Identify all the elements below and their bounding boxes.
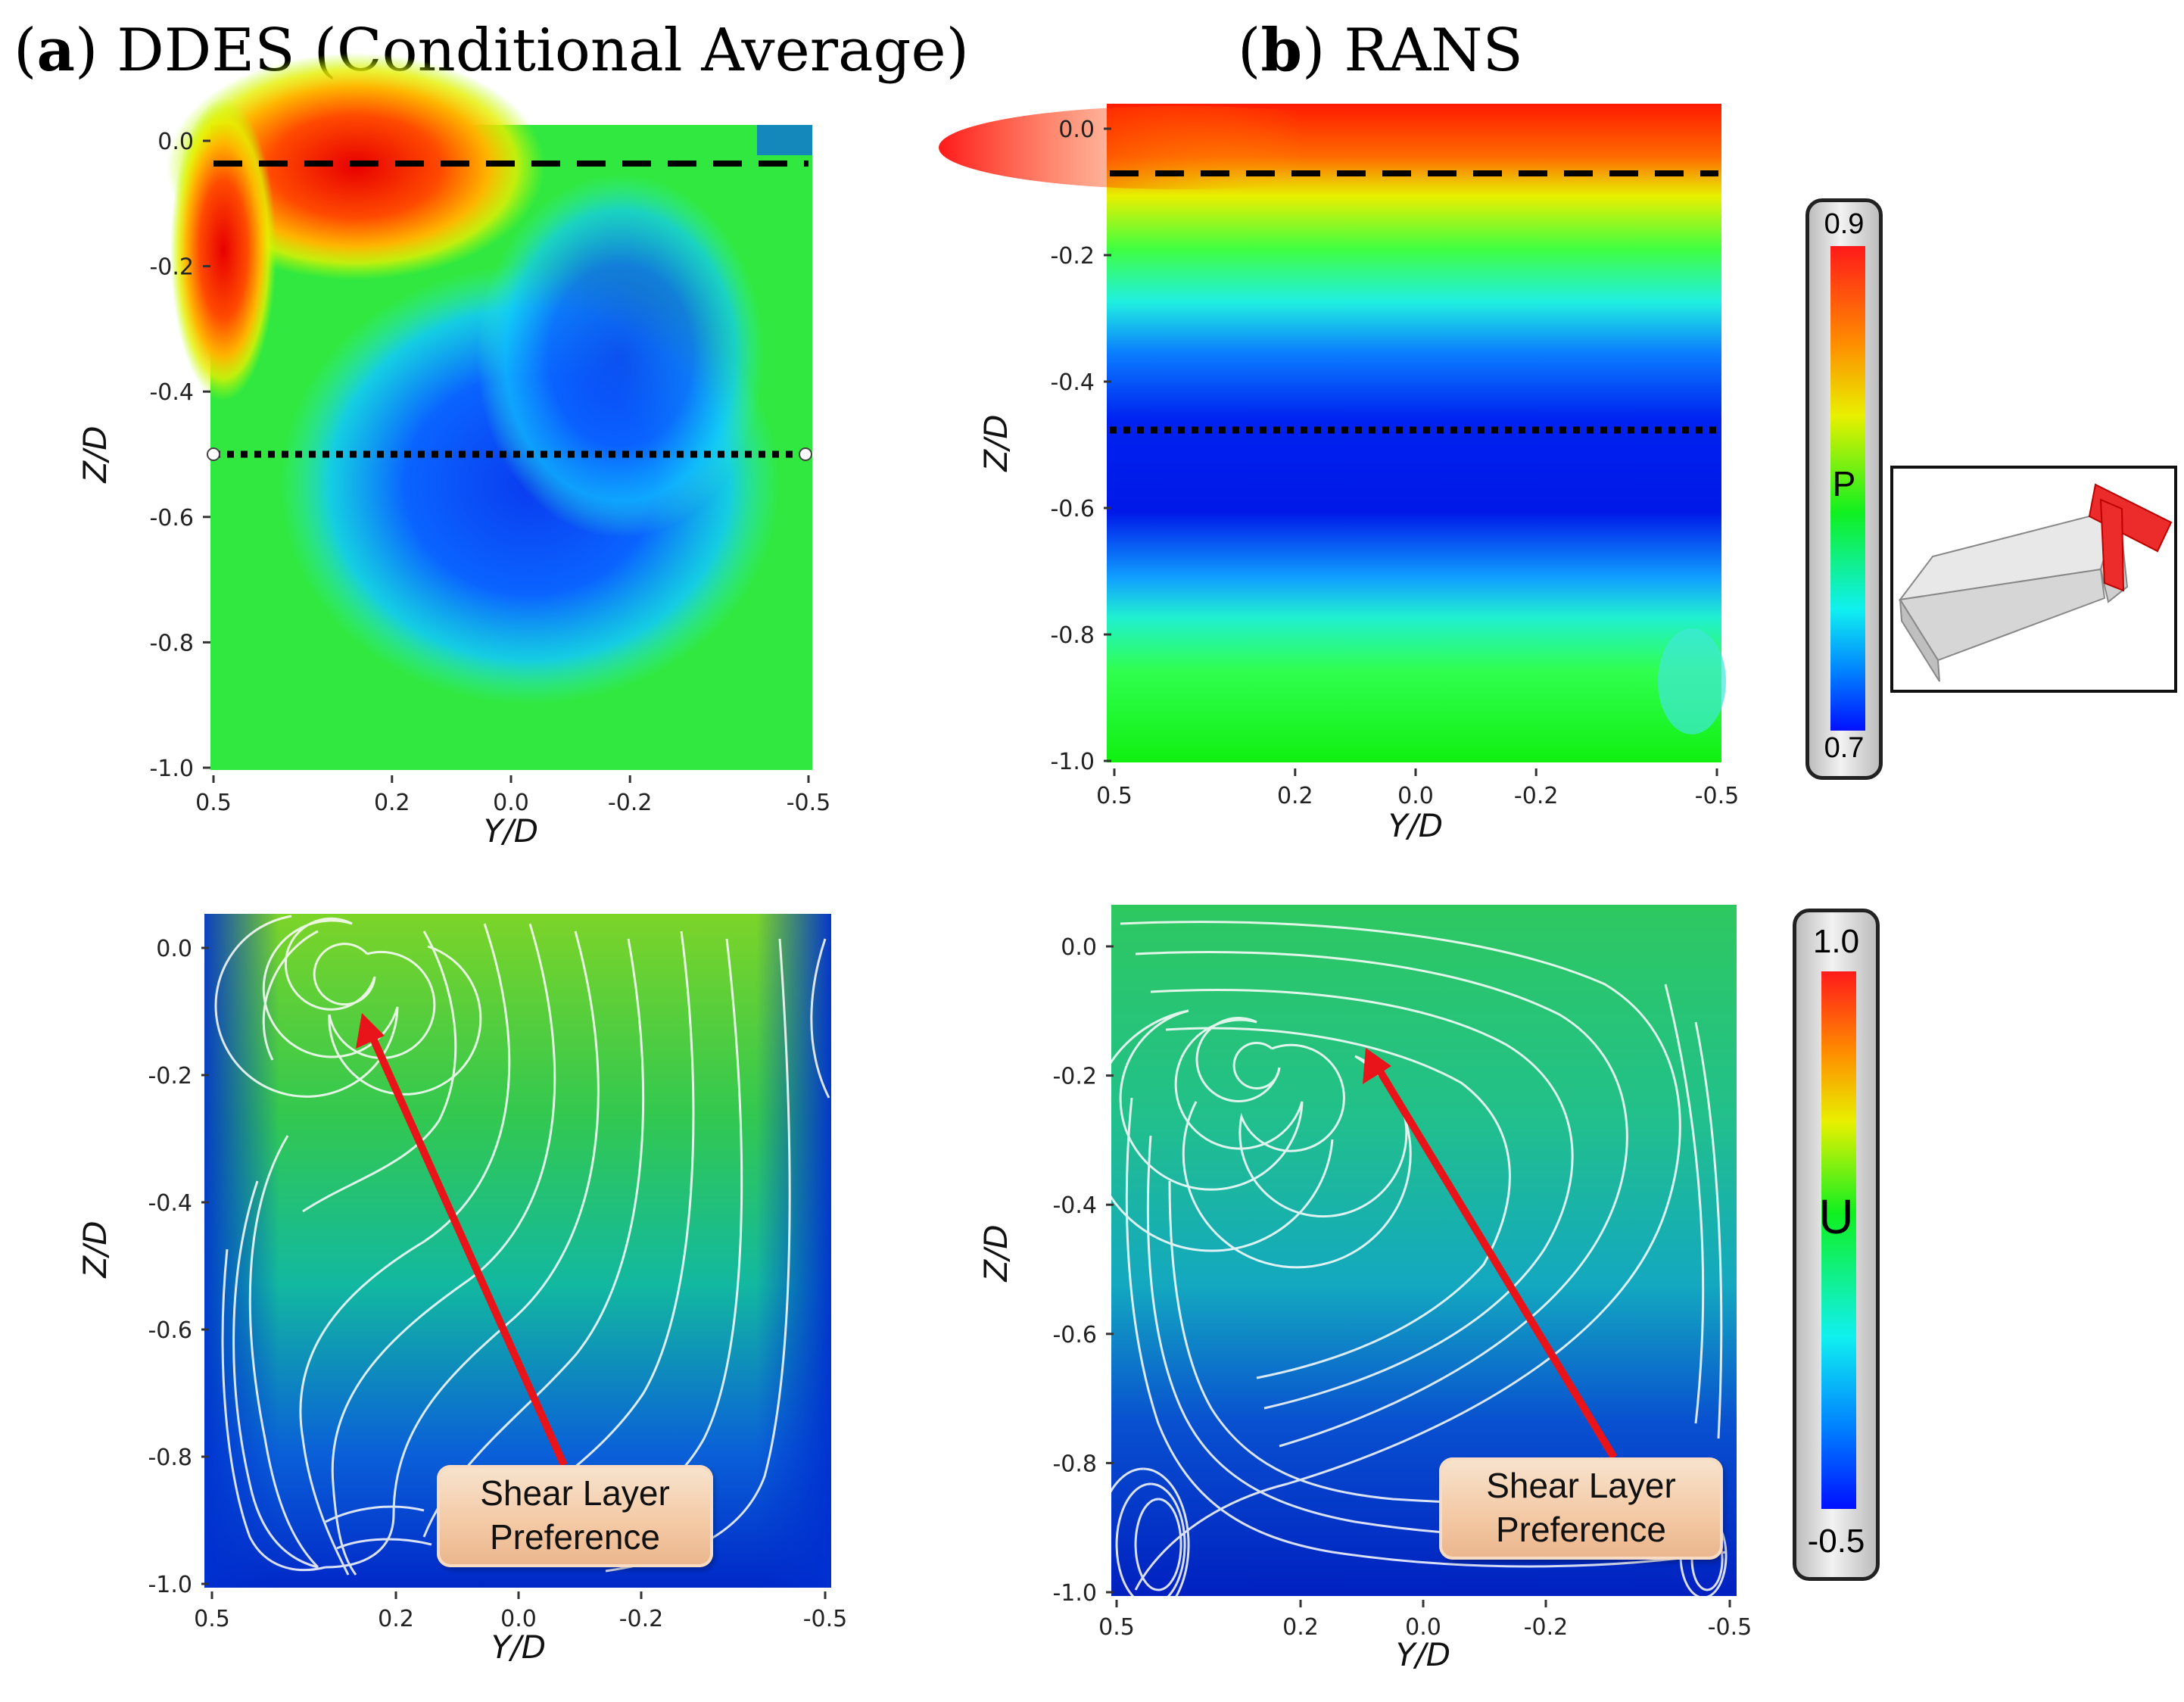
- x-tick-label-a-bottom: 0.0: [500, 1606, 537, 1632]
- y-tick-label-a-bottom: -0.2: [148, 1063, 192, 1089]
- x-tick-label-b-bottom: -0.2: [1524, 1614, 1569, 1641]
- a-bottom-arrow-shaft: [367, 1031, 568, 1467]
- a-top-corner: [757, 125, 812, 155]
- y-tick-label-b-bottom: -0.6: [1052, 1322, 1097, 1348]
- y-tick-label-a-top: 0.0: [157, 129, 194, 155]
- x-tick-label-a-top: 0.2: [374, 790, 410, 816]
- y-tick-label-b-bottom: -0.8: [1052, 1451, 1097, 1477]
- y-tick-label-a-bottom: -1.0: [148, 1572, 192, 1598]
- panel-a-top: [167, 53, 812, 770]
- colorbar-p-max: 0.9: [1824, 208, 1865, 240]
- callout-a-line2: Preference: [489, 1517, 660, 1557]
- colorbar-p-gradient: [1830, 246, 1865, 731]
- a-top-marker-left: [207, 447, 220, 461]
- colorbar-p-min: 0.7: [1824, 732, 1865, 764]
- y-tick-label-b-bottom: -0.4: [1052, 1192, 1097, 1219]
- x-axis-label-a-top: Y/D: [484, 812, 538, 849]
- colorbar-p-symbol: P: [1832, 464, 1856, 503]
- y-axis-label-a-top: Z/D: [76, 426, 114, 483]
- x-tick-label-a-top: -0.5: [787, 790, 831, 816]
- title-a-letter: a: [36, 16, 75, 85]
- colorbar-u-min: -0.5: [1807, 1523, 1865, 1560]
- a-top-marker-right: [799, 447, 812, 461]
- y-tick-label-a-top: -0.2: [149, 254, 194, 281]
- x-tick-label-a-top: 0.5: [195, 790, 232, 816]
- x-tick-label-a-bottom: -0.5: [803, 1606, 848, 1632]
- inset-red-plane-side: [2099, 498, 2125, 592]
- b-top-corner-spot: [1658, 628, 1726, 734]
- title-b: (b) RANS: [1238, 16, 1523, 85]
- y-tick-label-a-top: -0.8: [149, 630, 194, 656]
- x-tick-label-b-top: 0.5: [1096, 783, 1133, 809]
- y-tick-label-b-bottom: -1.0: [1052, 1580, 1097, 1607]
- y-tick-label-b-top: -1.0: [1050, 749, 1095, 775]
- colorbar-u-max: 1.0: [1812, 923, 1860, 960]
- y-tick-label-a-bottom: -0.4: [148, 1190, 192, 1217]
- x-axis-label-a-bottom: Y/D: [491, 1629, 546, 1666]
- geometry-inset: [1890, 466, 2177, 693]
- title-b-letter: b: [1260, 16, 1302, 85]
- x-tick-label-b-top: 0.0: [1397, 783, 1434, 809]
- callout-a-line1: Shear Layer: [480, 1473, 670, 1513]
- x-tick-label-b-bottom: 0.5: [1098, 1614, 1135, 1641]
- callout-b: Shear Layer Preference: [1439, 1457, 1723, 1560]
- inset-duct-end: [1899, 599, 1940, 682]
- inset-red-plane-top: [2088, 483, 2173, 553]
- colorbar-pressure: 0.9 P 0.7: [1805, 198, 1883, 780]
- x-tick-label-a-top: -0.2: [608, 790, 653, 816]
- callout-b-line1: Shear Layer: [1486, 1466, 1676, 1505]
- x-tick-label-a-bottom: 0.5: [194, 1606, 230, 1632]
- x-tick-label-b-bottom: -0.5: [1708, 1614, 1752, 1641]
- y-tick-label-a-bottom: 0.0: [156, 936, 192, 962]
- x-axis-label-b-top: Y/D: [1388, 807, 1443, 844]
- y-tick-label-b-top: 0.0: [1058, 117, 1095, 143]
- x-tick-label-b-top: -0.2: [1514, 783, 1559, 809]
- a-top-blue-upper: [477, 174, 765, 538]
- colorbar-u-gradient: [1821, 971, 1856, 1509]
- x-axis-label-b-bottom: Y/D: [1396, 1636, 1450, 1673]
- x-tick-label-a-bottom: -0.2: [619, 1606, 664, 1632]
- y-tick-label-a-bottom: -0.8: [148, 1445, 192, 1471]
- x-tick-label-b-top: 0.2: [1277, 783, 1313, 809]
- panel-b-top: [939, 104, 1726, 762]
- y-axis-label-a-bottom: Z/D: [76, 1220, 114, 1278]
- y-tick-label-b-top: -0.2: [1050, 243, 1095, 270]
- x-tick-label-b-top: -0.5: [1695, 783, 1740, 809]
- y-tick-label-a-top: -0.6: [149, 505, 194, 531]
- y-tick-label-b-top: -0.8: [1050, 622, 1095, 649]
- b-top-red-band: [939, 106, 1423, 189]
- y-tick-label-b-bottom: -0.2: [1052, 1064, 1097, 1090]
- axes-layer: 0.5 0.2 0.0 -0.2 -0.5 0.0 -0.2 -0.4 -0.6 -0.8 -1.0…: [76, 117, 1752, 1673]
- b-bottom-arrow-shaft: [1374, 1065, 1618, 1460]
- y-tick-label-a-top: -1.0: [149, 756, 194, 782]
- b-bottom-arrow-head: [1363, 1048, 1391, 1084]
- y-axis-label-b-top: Z/D: [977, 414, 1014, 472]
- x-tick-label-b-bottom: 0.2: [1282, 1614, 1319, 1641]
- y-tick-label-a-top: -0.4: [149, 379, 194, 406]
- y-tick-label-b-top: -0.6: [1050, 496, 1095, 522]
- callout-b-line2: Preference: [1495, 1510, 1666, 1549]
- colorbar-velocity: 1.0 U -0.5: [1793, 909, 1880, 1581]
- a-bottom-arrow-head: [356, 1013, 385, 1049]
- title-b-text: RANS: [1325, 17, 1523, 85]
- colorbar-u-symbol: U: [1818, 1189, 1854, 1244]
- y-axis-label-b-bottom: Z/D: [977, 1224, 1014, 1282]
- x-tick-label-b-bottom: 0.0: [1405, 1614, 1441, 1641]
- y-tick-label-a-bottom: -0.6: [148, 1317, 192, 1344]
- x-tick-label-a-bottom: 0.2: [378, 1606, 414, 1632]
- a-top-red-left: [170, 98, 276, 401]
- x-tick-label-a-top: 0.0: [493, 790, 529, 816]
- y-tick-label-b-bottom: 0.0: [1061, 934, 1097, 961]
- callout-a: Shear Layer Preference: [437, 1465, 713, 1567]
- y-tick-label-b-top: -0.4: [1050, 369, 1095, 396]
